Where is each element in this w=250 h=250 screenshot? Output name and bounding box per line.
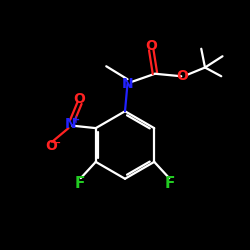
Text: O: O <box>176 69 188 83</box>
Text: N: N <box>65 118 77 132</box>
Text: N: N <box>122 77 133 91</box>
Text: F: F <box>164 176 175 191</box>
Text: −: − <box>52 138 61 148</box>
Text: O: O <box>74 92 86 106</box>
Text: O: O <box>145 38 157 52</box>
Text: +: + <box>72 115 80 125</box>
Text: F: F <box>75 176 86 190</box>
Text: O: O <box>45 140 57 153</box>
